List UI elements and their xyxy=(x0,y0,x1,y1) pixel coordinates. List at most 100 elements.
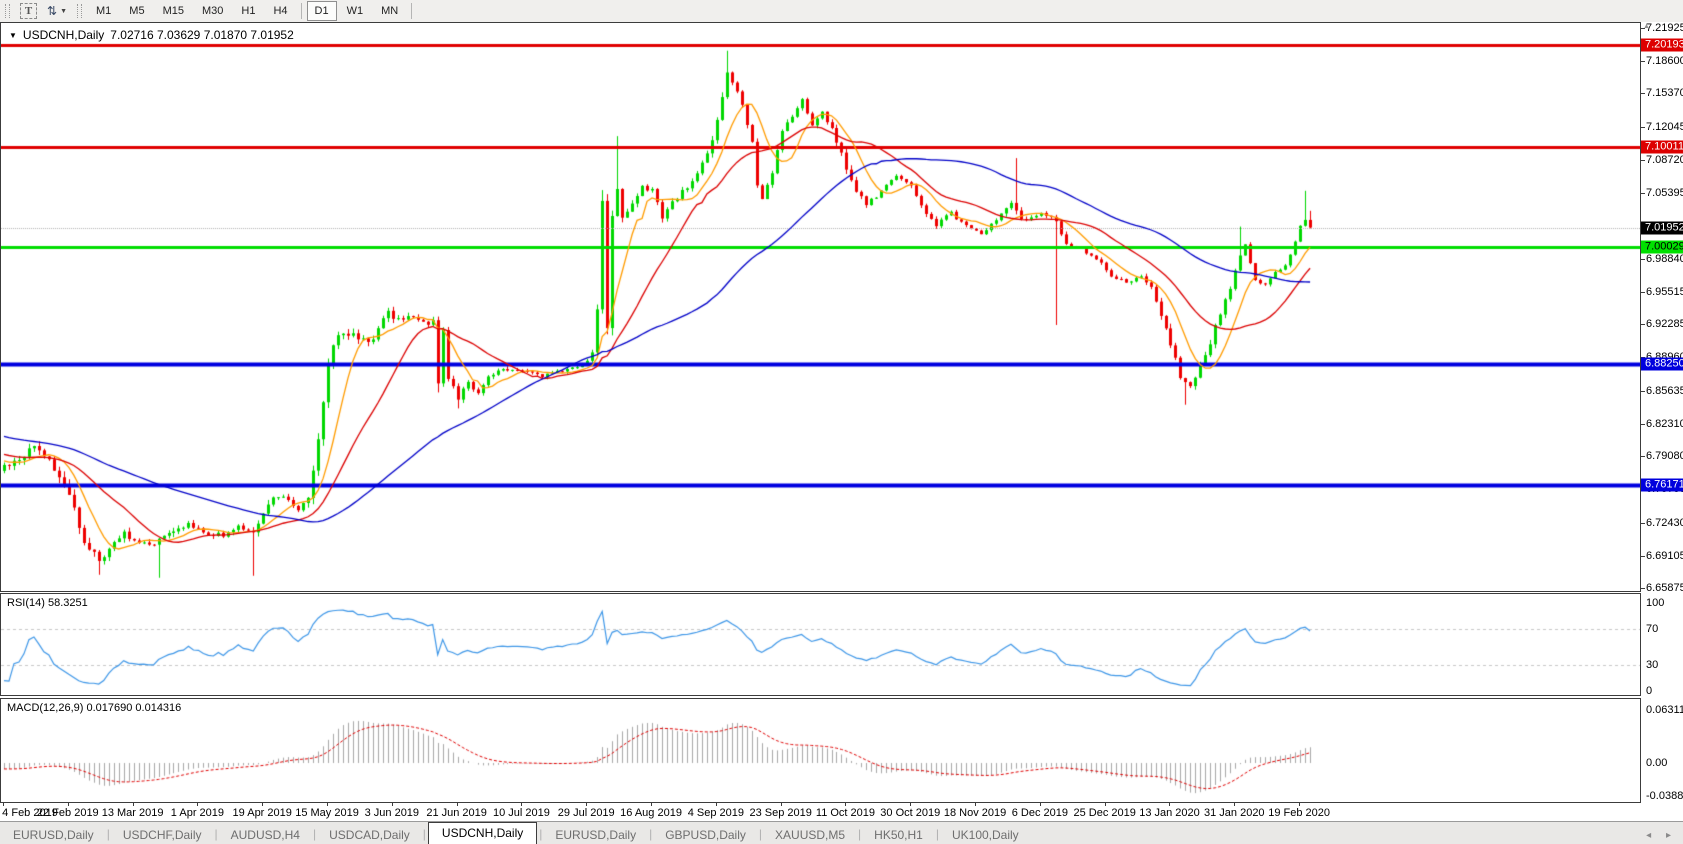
price-axis-tick: 6.85635 xyxy=(1646,384,1683,397)
chart-tab-USDCAD-Daily[interactable]: USDCAD,Daily xyxy=(329,828,410,842)
axis-tick-mark xyxy=(1641,456,1645,458)
price-level-badge: 7.20193 xyxy=(1641,38,1683,52)
timeframe-button-W1[interactable]: W1 xyxy=(346,5,364,17)
axis-tick-mark xyxy=(1641,390,1645,392)
axis-tick-mark xyxy=(1641,324,1645,326)
date-tick-mark xyxy=(845,803,847,806)
macd-axis-tick: 0.00 xyxy=(1646,757,1668,769)
date-axis-label: 10 Jul 2019 xyxy=(492,807,550,819)
tab-separator: | xyxy=(649,826,653,841)
axis-tick-mark xyxy=(1641,61,1645,63)
date-axis-label: 19 Apr 2019 xyxy=(232,807,292,819)
axis-tick-mark xyxy=(1641,93,1645,95)
date-axis-label: 19 Feb 2020 xyxy=(1268,807,1330,819)
chart-tab-AUDUSD-H4[interactable]: AUDUSD,H4 xyxy=(230,828,300,842)
date-axis-label: 23 Sep 2019 xyxy=(749,807,812,819)
price-axis-tick: 7.08720 xyxy=(1646,153,1683,166)
chart-toolbar: T ⇅ ▼ M1 M5 M15 M30 H1 H4 D1 W1 MN xyxy=(0,0,1683,23)
timeframe-button-MN[interactable]: MN xyxy=(381,5,399,17)
date-tick-mark xyxy=(715,803,717,806)
collapse-caret-icon[interactable]: ▼ xyxy=(9,30,17,40)
axis-tick-mark xyxy=(1641,522,1645,524)
macd-axis-tick: 0.063113 xyxy=(1646,703,1683,716)
price-axis[interactable]: ▲ 7.21925 7.18600 7.15370 7.12045 7.08720 7.0… xyxy=(1641,22,1683,594)
price-axis-tick: 6.72430 xyxy=(1646,516,1683,529)
date-tick-mark xyxy=(1039,803,1041,806)
price-axis-tick: 6.92285 xyxy=(1646,318,1683,331)
date-tick-mark xyxy=(1234,803,1236,806)
timeframe-button-M1[interactable]: M1 xyxy=(96,5,112,17)
axis-scroll-marker-icon: ▲ xyxy=(1643,23,1650,30)
chart-tab-EURUSD-Daily[interactable]: EURUSD,Daily xyxy=(555,828,637,842)
toolbar-grip[interactable] xyxy=(77,4,82,18)
timeframe-button-M15[interactable]: M15 xyxy=(162,5,184,17)
price-axis-tick: 7.21925 xyxy=(1646,22,1683,34)
date-axis-label: 6 Dec 2019 xyxy=(1011,807,1069,819)
date-axis-label: 30 Oct 2019 xyxy=(880,807,941,819)
macd-canvas[interactable] xyxy=(1,699,1640,802)
tab-separator: | xyxy=(422,826,426,841)
date-axis-label: 16 Aug 2019 xyxy=(620,807,682,819)
timeframe-button-H1[interactable]: H1 xyxy=(241,5,256,17)
axis-tick-mark xyxy=(1641,357,1645,359)
axis-tick-mark xyxy=(1641,423,1645,425)
date-tick-mark xyxy=(197,803,199,806)
arrows-tool-button[interactable]: ⇅ ▼ xyxy=(43,1,71,21)
date-tick-mark xyxy=(262,803,264,806)
price-axis-tick: 7.05395 xyxy=(1646,187,1683,200)
tab-separator: | xyxy=(312,826,317,841)
toolbar-grip[interactable] xyxy=(5,4,10,18)
date-axis-label: 21 Jun 2019 xyxy=(426,807,487,819)
chart-tab-GBPUSD-Daily[interactable]: GBPUSD,Daily xyxy=(665,828,746,842)
price-axis-tick: 6.65875 xyxy=(1646,581,1683,594)
date-tick-mark xyxy=(651,803,653,806)
tab-scroll-arrows[interactable]: ◂ ▸ xyxy=(1646,830,1677,841)
date-axis-label: 13 Mar 2019 xyxy=(101,807,164,819)
chart-tab-UK100-Daily[interactable]: UK100,Daily xyxy=(951,828,1019,842)
candlestick-chart-canvas[interactable] xyxy=(1,23,1640,591)
date-tick-mark xyxy=(780,803,782,806)
macd-axis-tick: -0.038872 xyxy=(1646,789,1683,802)
chevron-down-icon: ▼ xyxy=(60,7,67,15)
price-axis-tick: 6.98840 xyxy=(1646,252,1683,265)
date-axis-label: 15 May 2019 xyxy=(295,807,359,819)
rsi-axis[interactable]: 100 70 30 0 xyxy=(1641,593,1683,697)
date-tick-mark xyxy=(975,803,977,806)
timeframe-button-H4[interactable]: H4 xyxy=(273,5,288,17)
tab-separator: | xyxy=(539,826,543,841)
date-axis-label: 3 Jun 2019 xyxy=(364,807,420,819)
rsi-canvas[interactable] xyxy=(1,594,1640,695)
macd-indicator-panel[interactable]: MACD(12,26,9) 0.017690 0.014316 xyxy=(0,698,1641,803)
date-axis-label: 4 Sep 2019 xyxy=(687,807,744,819)
date-axis-label: 22 Feb 2019 xyxy=(36,807,99,819)
chart-tab-USDCNH-Daily[interactable]: USDCNH,Daily xyxy=(427,822,538,844)
axis-tick-mark xyxy=(1641,555,1645,557)
tab-separator: | xyxy=(106,826,110,841)
timeframe-button-M30[interactable]: M30 xyxy=(201,5,224,17)
timeframe-button-M5[interactable]: M5 xyxy=(129,5,145,17)
timeframe-button-D1[interactable]: D1 xyxy=(306,1,337,21)
date-tick-mark xyxy=(1104,803,1106,806)
rsi-indicator-panel[interactable]: RSI(14) 58.3251 xyxy=(0,593,1641,696)
chart-tab-EURUSD-Daily[interactable]: EURUSD,Daily xyxy=(13,828,94,842)
chart-tab-USDCHF-Daily[interactable]: USDCHF,Daily xyxy=(122,828,202,842)
price-chart-panel[interactable]: ▼ USDCNH,Daily 7.02716 7.03629 7.01870 7… xyxy=(0,22,1641,592)
axis-tick-mark xyxy=(1641,258,1645,260)
arrows-icon: ⇅ xyxy=(47,4,58,18)
price-level-badge: 6.88250 xyxy=(1641,357,1683,371)
price-level-badge: 6.76171 xyxy=(1641,478,1683,492)
toolbar-separator xyxy=(300,3,302,19)
date-axis-label: 13 Jan 2020 xyxy=(1139,807,1200,819)
text-tool-button[interactable]: T xyxy=(16,1,41,21)
axis-tick-mark xyxy=(1641,291,1645,293)
date-axis[interactable]: 4 Feb 2019 22 Feb 2019 13 Mar 2019 1 Apr 20… xyxy=(0,803,1683,821)
date-tick-mark xyxy=(132,803,134,806)
price-level-badge: 7.01952 xyxy=(1641,221,1683,235)
date-axis-label: 31 Jan 2020 xyxy=(1204,807,1265,819)
date-axis-label: 4 Feb 2019 xyxy=(2,807,58,819)
chart-tab-HK50-H1[interactable]: HK50,H1 xyxy=(874,828,923,842)
price-level-badge: 7.00029 xyxy=(1641,240,1683,254)
macd-axis[interactable]: 0.063113 0.00 -0.038872 xyxy=(1641,698,1683,803)
chart-tab-XAUUSD-M5[interactable]: XAUUSD,M5 xyxy=(775,828,846,842)
